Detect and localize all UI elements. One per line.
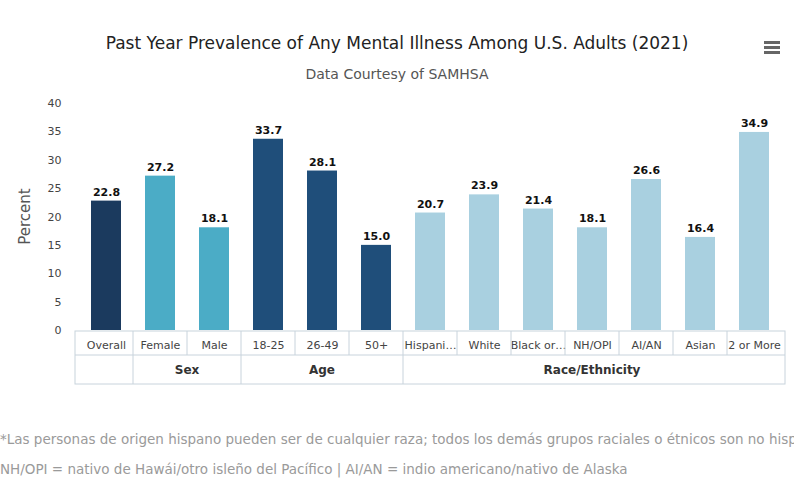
svg-text:White: White [469,339,501,352]
svg-text:5: 5 [55,296,62,309]
svg-text:18.1: 18.1 [201,212,228,225]
svg-text:Hispani…: Hispani… [405,339,457,352]
svg-text:Black or…: Black or… [511,339,567,352]
svg-text:23.9: 23.9 [471,179,498,192]
svg-text:25: 25 [48,182,62,195]
html-text:Data Courtesy of SAMHSA: Data Courtesy of SAMHSA [305,66,489,82]
svg-text:Asian: Asian [685,339,715,352]
svg-text:Sex: Sex [175,363,200,377]
html-text:NH/OPI = nativo de Hawái/otro: NH/OPI = nativo de Hawái/otro isleño del… [0,461,628,477]
svg-text:50+: 50+ [365,339,388,352]
svg-text:15.0: 15.0 [363,230,390,243]
svg-text:10: 10 [48,267,62,280]
svg-text:18.1: 18.1 [579,212,606,225]
svg-text:26-49: 26-49 [307,339,339,352]
svg-text:28.1: 28.1 [309,156,336,169]
svg-text:Percent: Percent [16,188,34,245]
svg-text:Male: Male [201,339,227,352]
svg-text:15: 15 [48,239,62,252]
svg-text:Age: Age [309,363,335,377]
svg-text:26.6: 26.6 [633,164,660,177]
svg-text:2 or More: 2 or More [728,339,781,352]
svg-text:20.7: 20.7 [417,198,444,211]
svg-text:34.9: 34.9 [741,117,768,130]
svg-text:40: 40 [48,97,62,110]
svg-text:16.4: 16.4 [687,222,714,235]
svg-text:Race/Ethnicity: Race/Ethnicity [544,363,641,377]
svg-text:27.2: 27.2 [147,161,174,174]
svg-text:0: 0 [55,324,62,337]
svg-text:20: 20 [48,211,62,224]
svg-text:NH/OPI: NH/OPI [573,339,612,352]
svg-text:Overall: Overall [87,339,126,352]
svg-text:33.7: 33.7 [255,124,282,137]
svg-text:AI/AN: AI/AN [631,339,661,352]
svg-text:Female: Female [141,339,181,352]
svg-text:22.8: 22.8 [93,186,120,199]
html-text:Past Year Prevalence of Any Me: Past Year Prevalence of Any Mental Illne… [105,33,689,53]
svg-text:18-25: 18-25 [253,339,285,352]
svg-text:21.4: 21.4 [525,194,552,207]
svg-text:30: 30 [48,154,62,167]
svg-text:35: 35 [48,125,62,138]
